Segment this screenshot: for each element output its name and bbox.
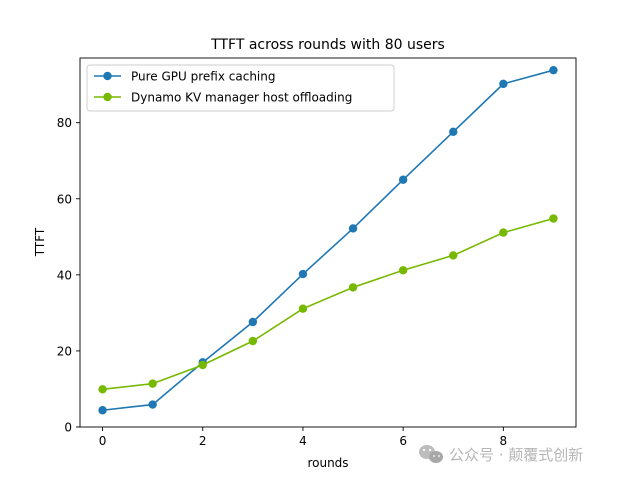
wechat-icon bbox=[419, 445, 443, 463]
y-tick-label-2: 40 bbox=[57, 268, 72, 282]
data-point-s1-7 bbox=[449, 251, 458, 260]
data-point-s1-9 bbox=[549, 214, 558, 223]
data-point-s1-8 bbox=[499, 228, 508, 237]
x-tick-label-1: 2 bbox=[199, 434, 207, 448]
x-axis-label: rounds bbox=[307, 456, 348, 470]
data-point-s0-9 bbox=[549, 65, 558, 75]
chart-title: TTFT across rounds with 80 users bbox=[210, 37, 445, 53]
legend-marker-1 bbox=[103, 92, 112, 102]
legend-box bbox=[86, 64, 395, 112]
watermark: 公众号 · 颠覆式创新 bbox=[419, 445, 583, 464]
y-axis-ticks: 0 20 40 60 80 bbox=[57, 116, 80, 435]
legend-label-0: Pure GPU prefix caching bbox=[131, 70, 276, 84]
legend: Pure GPU prefix caching Dynamo KV manager… bbox=[86, 64, 395, 112]
data-point-s1-1 bbox=[148, 379, 157, 388]
legend-label-1: Dynamo KV manager host offloading bbox=[131, 91, 352, 105]
x-tick-label-0: 0 bbox=[99, 434, 107, 448]
legend-items: Pure GPU prefix caching Dynamo KV manager… bbox=[94, 70, 352, 105]
y-tick-label-0: 0 bbox=[64, 421, 72, 435]
y-tick-label-1: 20 bbox=[57, 344, 72, 358]
x-tick-label-2: 4 bbox=[299, 434, 307, 448]
data-point-s0-8 bbox=[499, 79, 508, 89]
data-point-s0-3 bbox=[248, 317, 258, 327]
x-tick-label-4: 8 bbox=[500, 434, 508, 448]
data-point-s0-7 bbox=[449, 127, 458, 136]
data-point-s1-2 bbox=[198, 360, 207, 370]
data-point-s1-4 bbox=[298, 304, 308, 313]
data-point-s1-0 bbox=[98, 385, 107, 394]
y-tick-label-3: 60 bbox=[57, 192, 72, 206]
x-axis-ticks: 0 2 4 6 8 bbox=[99, 427, 507, 448]
data-point-s0-0 bbox=[98, 406, 107, 415]
plot-area-frame bbox=[79, 57, 577, 428]
x-tick-label-3: 6 bbox=[399, 434, 407, 448]
series-line-1 bbox=[102, 217, 554, 391]
data-point-s0-1 bbox=[148, 400, 157, 409]
watermark-text: 公众号 · 颠覆式创新 bbox=[449, 446, 583, 464]
data-point-s1-5 bbox=[348, 283, 358, 292]
data-point-s0-4 bbox=[298, 269, 308, 279]
data-point-s0-6 bbox=[398, 175, 408, 184]
y-axis-label: TTFT bbox=[33, 227, 47, 257]
data-point-s1-3 bbox=[248, 336, 258, 346]
series-layer bbox=[98, 65, 558, 415]
data-point-s0-5 bbox=[348, 224, 358, 233]
y-tick-label-4: 80 bbox=[57, 116, 72, 130]
legend-marker-0 bbox=[103, 71, 112, 81]
series-line-0 bbox=[102, 69, 554, 412]
data-point-s1-6 bbox=[398, 266, 408, 275]
